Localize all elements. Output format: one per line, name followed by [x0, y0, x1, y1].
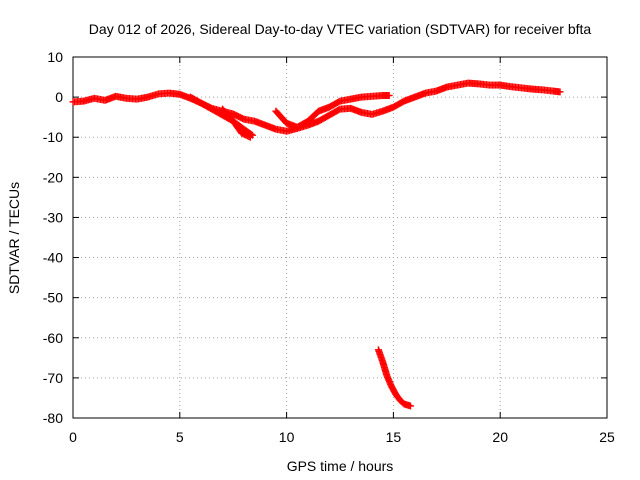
x-tick-label: 10 [279, 429, 295, 445]
x-tick-label: 0 [69, 429, 77, 445]
series-track-c [219, 105, 254, 141]
series-track-e [374, 346, 414, 410]
x-axis-label: GPS time / hours [287, 458, 394, 474]
y-tick-label: -80 [43, 410, 63, 426]
y-tick-label: 0 [55, 89, 63, 105]
y-tick-label: -60 [43, 330, 63, 346]
series-track-d [272, 92, 393, 131]
chart-title: Day 012 of 2026, Sidereal Day-to-day VTE… [89, 21, 592, 37]
plot-frame [72, 56, 608, 419]
x-tick-label: 25 [599, 429, 615, 445]
data-marks [69, 79, 564, 410]
y-tick-label: -30 [43, 209, 63, 225]
y-tick-label: -50 [43, 290, 63, 306]
y-tick-label: 10 [47, 49, 63, 65]
y-tick-label: -70 [43, 370, 63, 386]
y-axis-label: SDTVAR / TECUs [6, 182, 22, 294]
x-tick-label: 5 [176, 429, 184, 445]
y-tick-label: -20 [43, 169, 63, 185]
axis-ticks: 0 5 10 15 20 25 10 0 -10 -20 -30 -40 -50 -60 -70 -80 [43, 49, 615, 445]
x-tick-label: 20 [492, 429, 508, 445]
y-tick-label: -40 [43, 250, 63, 266]
x-tick-label: 15 [386, 429, 402, 445]
y-tick-label: -10 [43, 129, 63, 145]
